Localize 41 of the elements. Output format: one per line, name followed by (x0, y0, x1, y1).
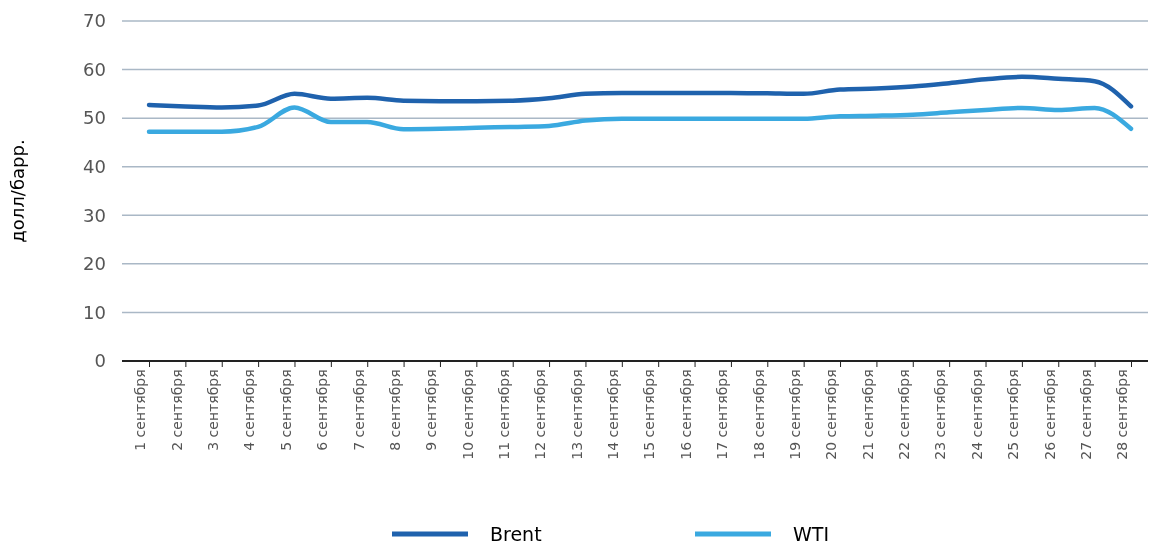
y-axis-title: долл/барр. (7, 139, 28, 243)
y-tick-label: 10 (83, 301, 106, 323)
x-tick-label: 11 сентября (496, 369, 512, 460)
x-tick-label: 20 сентября (823, 369, 840, 460)
x-tick-label: 3 сентября (205, 369, 222, 451)
y-tick-label: 40 (83, 155, 106, 177)
x-tick-label: 1 сентября (132, 369, 149, 451)
legend-label: Brent (490, 523, 542, 544)
legend-label: WTI (793, 523, 829, 544)
x-tick-label: 9 сентября (423, 369, 440, 451)
x-tick-label: 4 сентября (241, 369, 258, 451)
x-tick-label: 22 сентября (896, 369, 913, 460)
x-tick-label: 5 сентября (277, 369, 294, 451)
y-tick-label: 30 (83, 204, 106, 226)
x-tick-label: 18 сентября (750, 369, 767, 460)
x-tick-label: 19 сентября (786, 369, 803, 460)
x-tick-label: 7 сентября (350, 369, 367, 451)
x-tick-label: 21 сентября (859, 369, 876, 460)
y-tick-label: 60 (83, 58, 106, 80)
x-tick-label: 12 сентября (532, 369, 549, 460)
y-tick-label: 50 (83, 107, 106, 129)
x-tick-label: 6 сентября (314, 369, 331, 451)
y-tick-label: 20 (83, 253, 106, 275)
x-tick-label: 26 сентября (1041, 369, 1058, 460)
x-tick-label: 2 сентября (168, 369, 185, 451)
y-tick-label: 70 (83, 10, 106, 32)
x-tick-label: 13 сентября (568, 369, 585, 460)
x-tick-label: 24 сентября (968, 369, 985, 460)
x-tick-label: 28 сентября (1114, 369, 1131, 460)
x-tick-label: 16 сентября (677, 369, 694, 460)
x-tick-label: 23 сентября (932, 369, 949, 460)
x-tick-label: 14 сентября (605, 369, 622, 460)
line-series (146, 74, 1134, 110)
x-tick-label: 10 сентября (459, 369, 476, 460)
x-tick-label: 17 сентября (714, 369, 731, 460)
x-tick-label: 27 сентября (1077, 369, 1094, 460)
x-tick-label: 25 сентября (1005, 369, 1022, 460)
y-tick-label: 0 (94, 350, 106, 372)
x-tick-label: 8 сентября (386, 369, 403, 451)
x-tick-label: 15 сентября (641, 369, 658, 460)
line-series (146, 105, 1134, 134)
